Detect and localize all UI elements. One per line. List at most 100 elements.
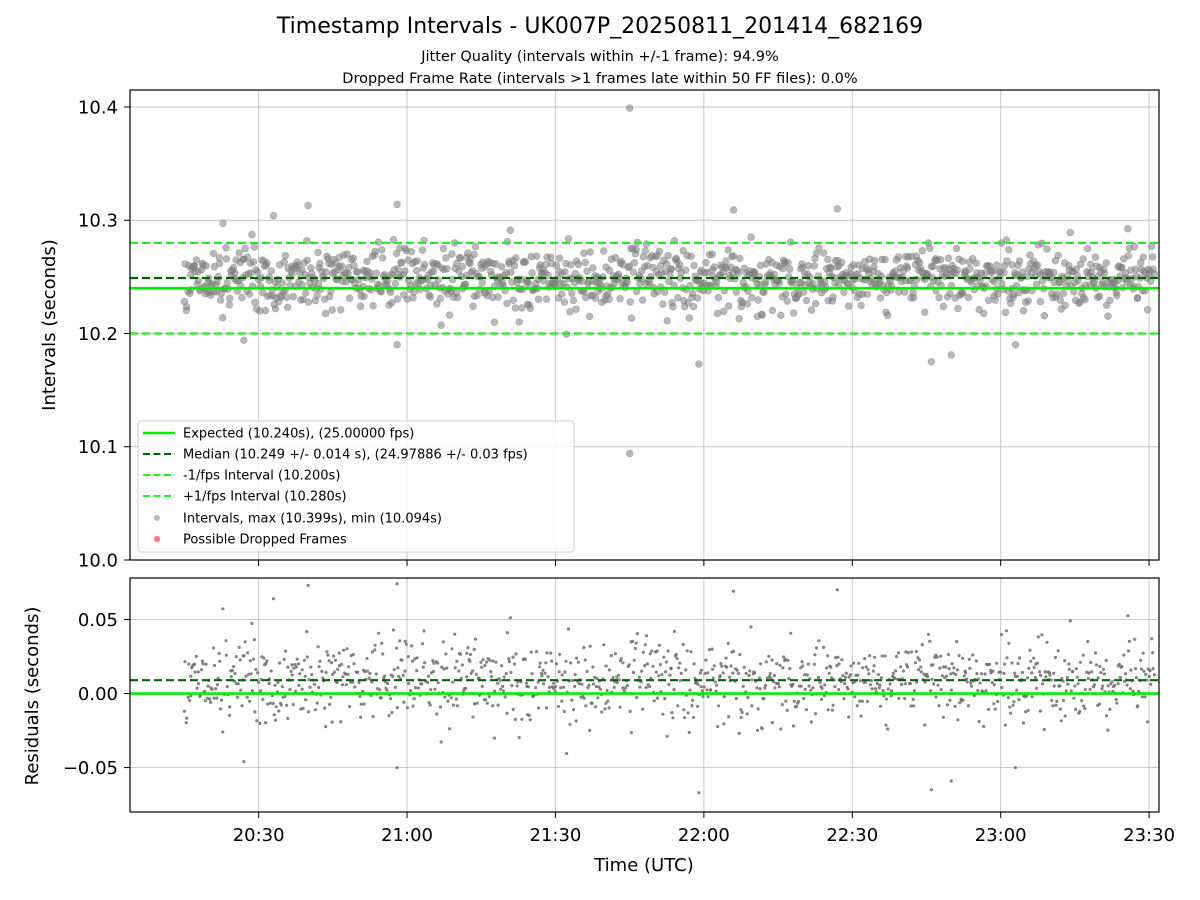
residual-point bbox=[632, 658, 636, 662]
residual-point bbox=[509, 670, 513, 675]
residual-point bbox=[453, 632, 457, 636]
interval-point bbox=[1006, 299, 1015, 307]
residual-point bbox=[978, 681, 982, 685]
residual-point bbox=[308, 685, 312, 689]
residual-point bbox=[770, 658, 774, 662]
residual-point bbox=[563, 670, 567, 674]
residual-point bbox=[951, 671, 955, 675]
residual-point bbox=[1035, 686, 1039, 691]
residual-point bbox=[593, 705, 598, 709]
residual-point bbox=[830, 708, 835, 712]
interval-point bbox=[235, 249, 243, 257]
residual-point bbox=[1035, 661, 1039, 665]
residual-point bbox=[1011, 703, 1015, 707]
residual-point bbox=[1016, 661, 1020, 666]
residual-point bbox=[1058, 707, 1062, 711]
residual-point bbox=[300, 687, 304, 691]
residual-point bbox=[676, 704, 680, 708]
residual-point bbox=[672, 629, 677, 634]
interval-point bbox=[920, 308, 929, 316]
residual-point bbox=[489, 670, 493, 674]
residual-point bbox=[611, 676, 615, 680]
residual-point bbox=[588, 728, 592, 733]
residual-point bbox=[273, 683, 277, 687]
residual-point bbox=[661, 712, 665, 716]
interval-point bbox=[1056, 296, 1065, 304]
interval-point bbox=[605, 295, 613, 303]
interval-point bbox=[783, 297, 791, 305]
residual-point bbox=[609, 653, 613, 658]
residual-point bbox=[843, 682, 847, 686]
residual-point bbox=[332, 670, 337, 674]
residual-point bbox=[1074, 667, 1078, 671]
residual-point bbox=[290, 663, 294, 667]
residual-point bbox=[789, 631, 793, 635]
residual-point bbox=[747, 673, 751, 678]
interval-point bbox=[1095, 292, 1104, 300]
residual-point bbox=[397, 674, 401, 678]
interval-point bbox=[918, 247, 926, 255]
residual-point bbox=[553, 685, 558, 689]
interval-point bbox=[992, 261, 1001, 269]
residual-point bbox=[511, 655, 515, 659]
residual-point bbox=[527, 713, 531, 718]
residual-point bbox=[1063, 714, 1067, 718]
interval-point bbox=[585, 312, 594, 321]
interval-point bbox=[959, 289, 967, 297]
residual-point bbox=[738, 652, 742, 657]
residual-point bbox=[831, 703, 835, 707]
interval-point bbox=[566, 261, 575, 269]
residual-point bbox=[436, 661, 440, 665]
residual-point bbox=[249, 672, 253, 676]
interval-point bbox=[518, 304, 526, 312]
residual-point bbox=[538, 665, 542, 669]
residual-point bbox=[1009, 711, 1013, 715]
residual-point bbox=[716, 724, 720, 729]
interval-point bbox=[253, 268, 262, 276]
residual-point bbox=[731, 649, 736, 654]
interval-point bbox=[667, 265, 675, 273]
interval-point bbox=[735, 315, 743, 323]
residual-point bbox=[499, 687, 503, 691]
interval-point bbox=[316, 259, 324, 268]
interval-point bbox=[371, 247, 379, 256]
residual-point bbox=[884, 697, 889, 701]
interval-point bbox=[1091, 253, 1100, 261]
residual-point bbox=[861, 666, 865, 670]
residual-point bbox=[373, 643, 377, 647]
residual-point bbox=[643, 664, 647, 668]
interval-point bbox=[413, 267, 421, 275]
residual-point bbox=[1106, 728, 1110, 732]
residual-point bbox=[1050, 698, 1054, 703]
residual-point bbox=[1045, 640, 1049, 644]
residual-point bbox=[562, 709, 567, 714]
interval-point bbox=[231, 269, 239, 277]
residual-point bbox=[1078, 660, 1083, 664]
residual-point bbox=[955, 668, 960, 672]
residual-point bbox=[1090, 670, 1094, 674]
residual-point bbox=[598, 687, 603, 691]
residual-point bbox=[564, 659, 568, 663]
residual-point bbox=[588, 644, 592, 648]
interval-point bbox=[363, 257, 371, 266]
residual-point bbox=[729, 664, 733, 668]
residual-point bbox=[884, 723, 888, 727]
residual-point bbox=[1125, 683, 1129, 687]
residual-point bbox=[1139, 667, 1143, 671]
interval-point bbox=[222, 244, 230, 252]
residual-point bbox=[631, 670, 636, 675]
residual-point bbox=[562, 685, 566, 689]
residual-point bbox=[672, 688, 676, 692]
interval-point bbox=[844, 302, 853, 310]
interval-point bbox=[1081, 296, 1089, 304]
dropped-frame-subtitle: Dropped Frame Rate (intervals >1 frames … bbox=[342, 71, 858, 87]
interval-point bbox=[688, 289, 697, 298]
residual-point bbox=[426, 680, 430, 685]
residual-point bbox=[635, 695, 639, 700]
residual-point bbox=[227, 713, 232, 718]
residual-point bbox=[630, 639, 635, 644]
residual-point bbox=[782, 655, 786, 659]
interval-point bbox=[1059, 289, 1068, 298]
residual-point bbox=[909, 704, 913, 708]
residual-point bbox=[387, 714, 391, 718]
